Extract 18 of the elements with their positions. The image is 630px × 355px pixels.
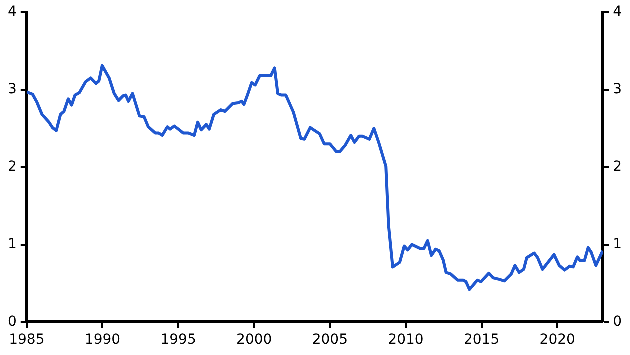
y2-tick-label: 0 bbox=[613, 314, 622, 330]
y-tick-label: 1 bbox=[8, 236, 17, 252]
y2-tick-label: 3 bbox=[613, 81, 622, 98]
y-tick-label: 2 bbox=[8, 158, 17, 175]
x-tick-label: 2015 bbox=[464, 332, 500, 348]
y2-tick-label: 2 bbox=[613, 158, 622, 175]
x-tick-label: 1995 bbox=[160, 332, 196, 348]
y-tick-label: 3 bbox=[8, 81, 17, 98]
x-tick-label: 1985 bbox=[9, 332, 45, 348]
x-tick-label: 2010 bbox=[388, 332, 424, 348]
y2-tick-label: 4 bbox=[613, 4, 622, 20]
x-tick-label: 2000 bbox=[236, 332, 272, 348]
y-tick-label: 0 bbox=[8, 314, 17, 330]
x-tick-label: 2005 bbox=[312, 332, 348, 348]
y2-tick-label: 1 bbox=[613, 236, 622, 252]
x-tick-label: 2020 bbox=[540, 332, 576, 348]
y-tick-label: 4 bbox=[8, 4, 17, 20]
x-tick-label: 1990 bbox=[84, 332, 121, 348]
